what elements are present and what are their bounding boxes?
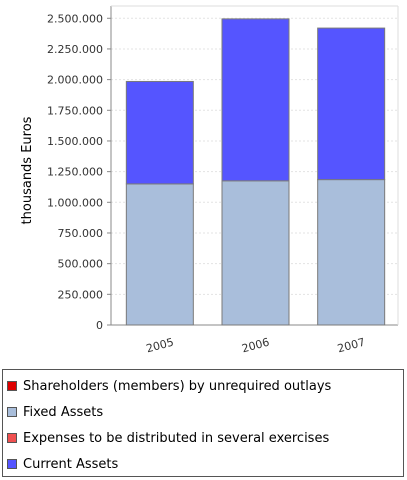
bar-current-assets-2005 xyxy=(125,80,194,185)
bar-fixed-assets-2006 xyxy=(221,180,290,326)
y-tick-label: 1.500.000 xyxy=(47,135,103,148)
legend-label-shareholders: Shareholders (members) by unrequired out… xyxy=(23,378,332,394)
legend-swatch-expenses xyxy=(7,433,17,443)
bar-fixed-assets-2007 xyxy=(317,179,386,326)
legend-item-current-assets: Current Assets xyxy=(7,451,403,477)
legend-item-expenses: Expenses to be distributed in several ex… xyxy=(7,425,403,451)
y-tick-label: 250.000 xyxy=(58,288,104,301)
y-tick-label: 750.000 xyxy=(58,227,104,240)
stacked-bar-chart: 0 250.000 500.000 750.000 1.000.000 1.250.000… xyxy=(20,5,399,356)
y-tick-label: 500.000 xyxy=(58,258,104,271)
y-tick-label: 1.250.000 xyxy=(47,166,103,179)
y-axis-title: thousands Euros xyxy=(20,116,35,224)
bar-fixed-assets-2005 xyxy=(125,183,194,326)
x-tick-label: 2005 xyxy=(145,336,175,356)
legend-label-fixed-assets: Fixed Assets xyxy=(23,404,104,420)
legend-label-current-assets: Current Assets xyxy=(23,456,119,472)
legend-swatch-shareholders xyxy=(7,381,17,391)
legend-swatch-fixed-assets xyxy=(7,407,17,417)
y-tick-label: 1.750.000 xyxy=(47,104,103,117)
legend-item-fixed-assets: Fixed Assets xyxy=(7,399,403,425)
bar-current-assets-2006 xyxy=(221,18,290,182)
chart-canvas: 0 250.000 500.000 750.000 1.000.000 1.250.000… xyxy=(20,5,399,356)
x-tick-label: 2006 xyxy=(240,336,270,356)
legend-label-expenses: Expenses to be distributed in several ex… xyxy=(23,430,330,446)
bar-current-assets-2007 xyxy=(317,27,386,181)
legend: Shareholders (members) by unrequired out… xyxy=(2,369,404,477)
y-tick-label: 2.000.000 xyxy=(47,74,103,87)
legend-swatch-current-assets xyxy=(7,459,17,469)
y-tick-label: 0 xyxy=(96,319,103,332)
legend-item-shareholders: Shareholders (members) by unrequired out… xyxy=(7,373,403,399)
x-tick-label: 2007 xyxy=(336,336,366,356)
y-tick-label: 2.250.000 xyxy=(47,43,103,56)
y-tick-label: 1.000.000 xyxy=(47,196,103,209)
y-tick-label: 2.500.000 xyxy=(47,12,103,25)
